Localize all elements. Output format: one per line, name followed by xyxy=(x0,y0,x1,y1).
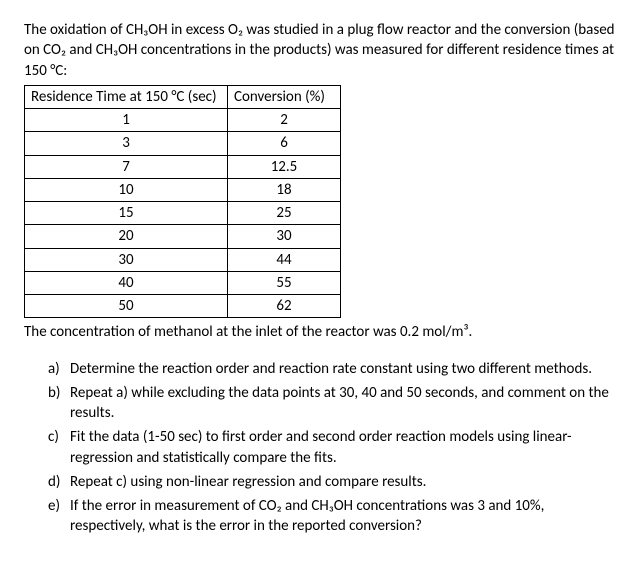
question-e: e)If the error in measurement of CO₂ and… xyxy=(52,496,619,537)
table-row: 1018 xyxy=(25,178,341,201)
marker: d) xyxy=(48,472,60,492)
question-text: Determine the reaction order and reactio… xyxy=(70,360,592,378)
table-row: 12 xyxy=(25,109,341,132)
question-b: b)Repeat a) while excluding the data poi… xyxy=(52,383,619,424)
marker: e) xyxy=(48,496,60,516)
question-text: If the error in measurement of CO₂ and C… xyxy=(70,497,544,535)
table-row: 3044 xyxy=(25,248,341,271)
question-a: a)Determine the reaction order and react… xyxy=(52,359,619,379)
question-list: a) Determine the reaction order and react… xyxy=(24,359,619,537)
marker: a) xyxy=(48,359,60,379)
question-text: Repeat a) while excluding the data point… xyxy=(70,384,609,422)
table-row: 4055 xyxy=(25,271,341,294)
afternote-text: The concentration of methanol at the inl… xyxy=(24,322,619,342)
table-header: Conversion (%) xyxy=(228,85,341,108)
intro-text: The oxidation of CH₃OH in excess O₂ was … xyxy=(24,20,619,81)
question-c: c)Fit the data (1-50 sec) to first order… xyxy=(52,427,619,468)
marker: b) xyxy=(48,383,60,403)
data-table: Residence Time at 150 °C (sec) Conversio… xyxy=(24,85,341,319)
table-row: 5062 xyxy=(25,295,341,318)
table-header: Residence Time at 150 °C (sec) xyxy=(25,85,228,108)
table-row: 712.5 xyxy=(25,155,341,178)
table-row: 36 xyxy=(25,132,341,155)
marker: c) xyxy=(48,427,59,447)
question-text: Fit the data (1-50 sec) to first order a… xyxy=(70,428,572,466)
question-d: d)Repeat c) using non-linear regression … xyxy=(52,472,619,492)
table-row: 1525 xyxy=(25,202,341,225)
question-text: Repeat c) using non-linear regression an… xyxy=(70,473,426,491)
table-row: 2030 xyxy=(25,225,341,248)
